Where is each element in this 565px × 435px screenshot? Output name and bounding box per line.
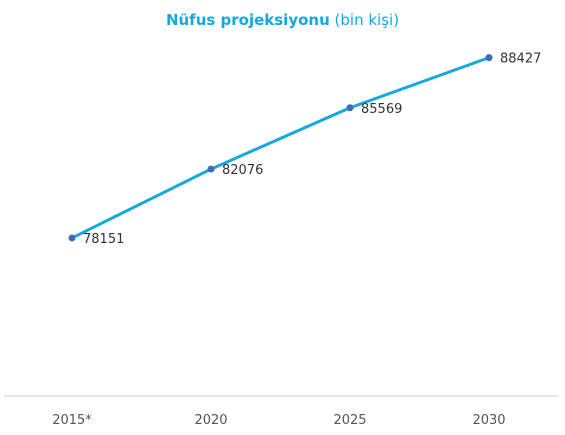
data-label: 85569 [361,102,402,117]
series-line [70,56,491,240]
x-tick-label: 2015* [52,413,92,428]
data-label: 82076 [222,163,263,178]
chart-title: Nüfus projeksiyonu (bin kişi) [0,11,565,29]
chart-title-main: Nüfus projeksiyonu [165,11,330,29]
x-tick-label: 2030 [472,413,505,428]
data-point [346,104,354,112]
x-tick-label: 2025 [333,413,366,428]
data-point [68,234,76,242]
data-label: 88427 [500,52,541,67]
chart-subtitle: (bin kişi) [334,11,400,29]
data-point [485,54,493,62]
x-tick-label: 2020 [194,413,227,428]
data-label: 78151 [83,232,124,247]
data-point [207,165,215,173]
